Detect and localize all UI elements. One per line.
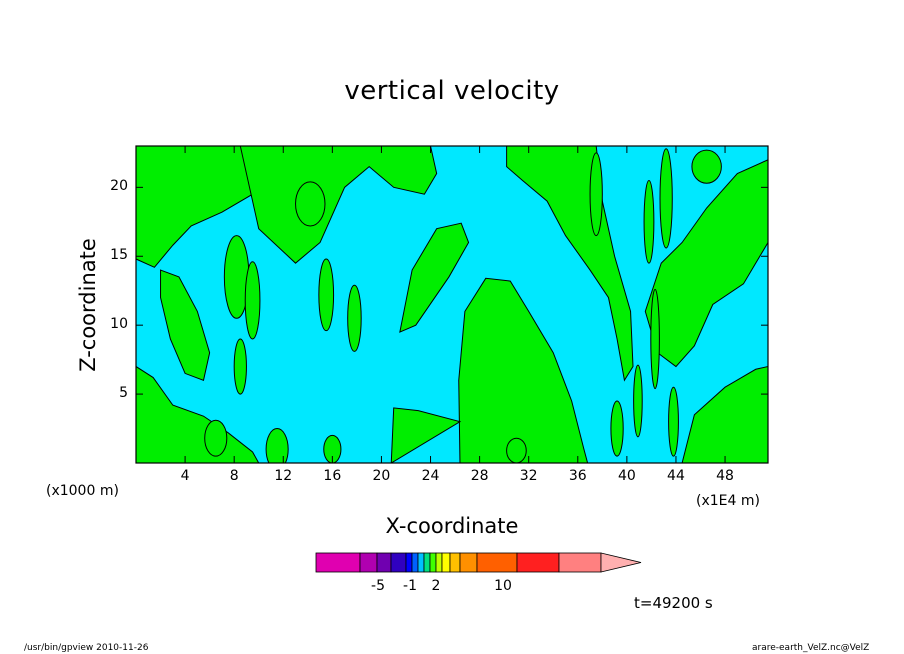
x-tick-label: 32 — [519, 468, 538, 484]
positive-region — [244, 261, 261, 340]
positive-region — [347, 284, 362, 352]
positive-region — [318, 258, 335, 332]
axis-ticks — [136, 146, 768, 463]
positive-region — [610, 400, 624, 457]
y-tick-label: 15 — [110, 247, 128, 264]
x-unit-left-label: (x1000 m) — [46, 483, 119, 499]
positive-region — [160, 269, 211, 381]
positive-region — [668, 386, 679, 457]
x-tick-label: 40 — [617, 468, 636, 484]
positive-region — [233, 338, 247, 395]
y-tick-label: 10 — [110, 316, 128, 333]
colorbar-segment — [405, 552, 413, 573]
x-tick-label: 44 — [667, 468, 685, 484]
positive-region — [239, 146, 438, 264]
positive-region — [506, 437, 527, 463]
colorbar-segment — [315, 552, 361, 573]
positive-region — [136, 146, 284, 268]
colorbar-segment — [429, 552, 437, 573]
x-tick-label: 8 — [229, 468, 239, 484]
x-unit-right-label: (x1E4 m) — [696, 493, 760, 509]
chart-title: vertical velocity — [344, 76, 560, 106]
x-tick-label: 48 — [716, 468, 734, 484]
colorbar-segment — [558, 552, 602, 573]
colorbar-segment — [411, 552, 419, 573]
positive-region — [458, 277, 589, 463]
colorbar-segment — [516, 552, 560, 573]
colorbar-segment — [359, 552, 378, 573]
colorbar-tick-label: -5 — [371, 578, 385, 594]
positive-region — [265, 428, 289, 463]
time-label: t=49200 s — [634, 594, 713, 612]
strong-updraft-core — [650, 288, 660, 390]
positive-region — [681, 366, 768, 463]
footer-program-date: /usr/bin/gpview 2010-11-26 — [24, 643, 149, 653]
colorbar-segment — [449, 552, 461, 573]
colorbar-segment — [390, 552, 407, 573]
colorbar-segment — [441, 552, 451, 573]
colorbar-segment — [459, 552, 478, 573]
colorbar-tick-label: 2 — [431, 578, 441, 594]
positive-region — [136, 365, 260, 463]
plot-frame — [135, 145, 769, 464]
y-tick-label: 20 — [110, 178, 128, 195]
footer-variable-source: arare-earth_VelZ.nc@VelZ — [752, 643, 870, 653]
positive-region — [644, 159, 768, 368]
x-tick-label: 24 — [421, 468, 440, 484]
x-tick-label: 20 — [372, 468, 391, 484]
x-axis-label: X-coordinate — [385, 514, 519, 538]
y-tick-label: 5 — [119, 385, 128, 402]
x-tick-label: 36 — [568, 468, 587, 484]
positive-region — [295, 181, 326, 227]
colorbar-tick-label: 10 — [494, 578, 512, 594]
colorbar-segment — [435, 552, 443, 573]
x-tick-label: 16 — [323, 468, 342, 484]
colorbar-extension-arrow — [600, 552, 642, 573]
colorbar-tick-label: -1 — [403, 578, 417, 594]
colorbar-segment — [417, 552, 425, 573]
positive-region — [204, 419, 228, 457]
colorbar-segment — [376, 552, 392, 573]
colorbar-segment — [476, 552, 518, 573]
x-tick-label: 4 — [180, 468, 190, 484]
velocity-field — [136, 146, 768, 463]
positive-region — [691, 149, 722, 184]
positive-region — [399, 222, 470, 333]
colorbar — [315, 552, 642, 573]
colorbar-segment — [423, 552, 431, 573]
positive-region — [659, 148, 673, 249]
positive-region — [643, 179, 655, 264]
x-tick-label: 12 — [274, 468, 293, 484]
positive-region — [633, 364, 643, 438]
positive-region — [390, 407, 462, 463]
x-tick-label: 28 — [470, 468, 489, 484]
positive-region — [589, 152, 603, 237]
